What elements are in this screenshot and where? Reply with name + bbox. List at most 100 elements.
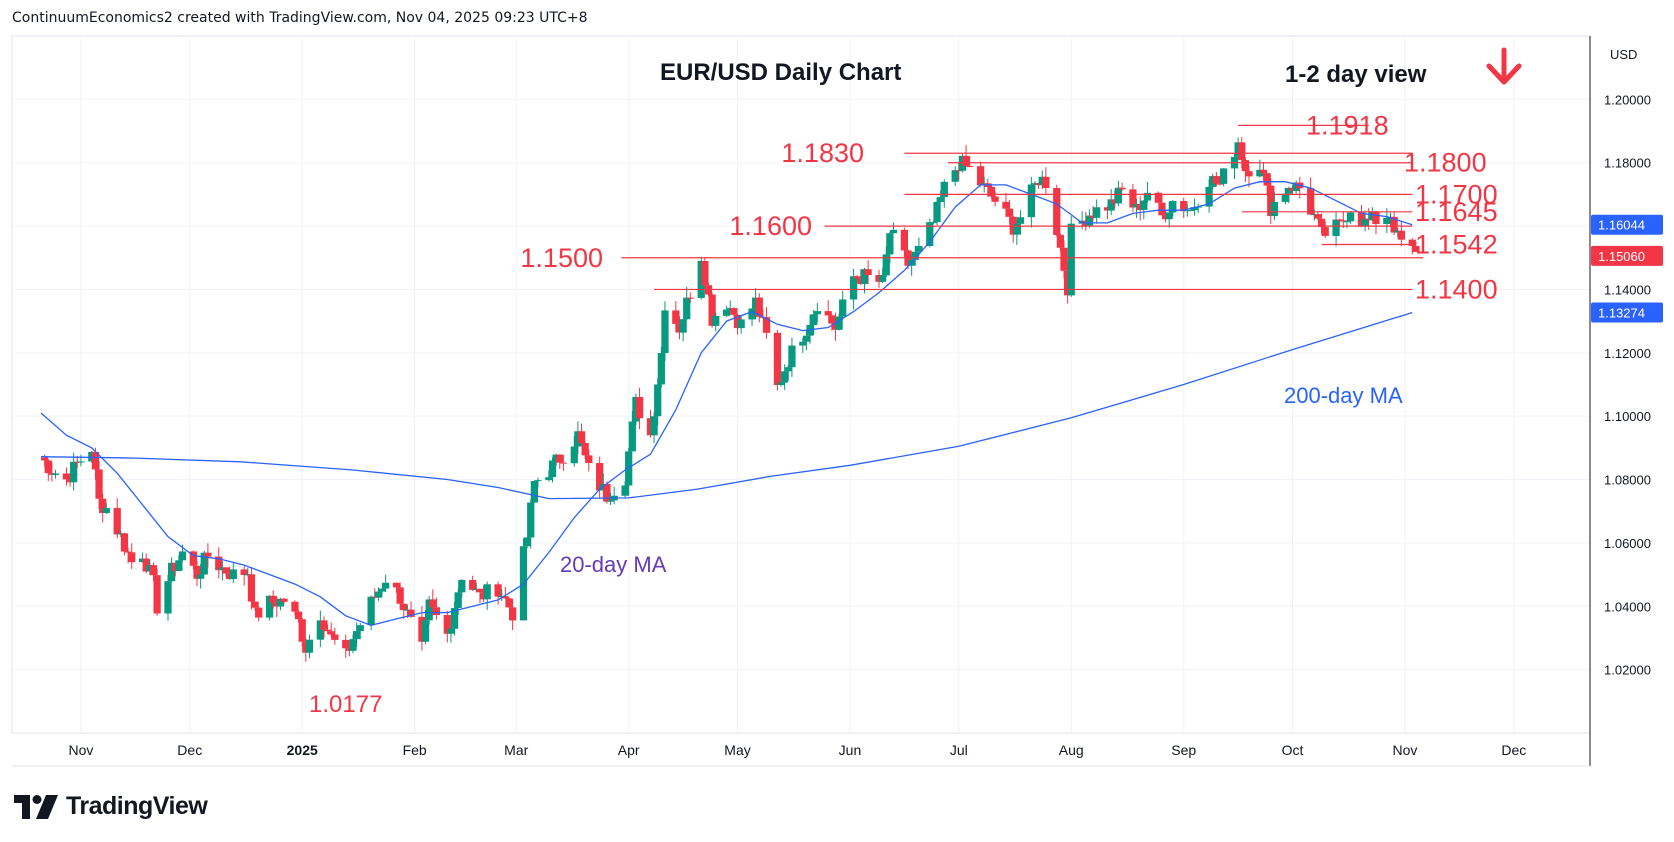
candlestick-series bbox=[41, 137, 1420, 662]
candle-body bbox=[95, 469, 103, 499]
candle-body bbox=[1270, 201, 1279, 217]
candle-body bbox=[849, 276, 858, 300]
candle-body bbox=[1307, 188, 1315, 215]
y-tick-label: 1.02000 bbox=[1604, 663, 1651, 678]
x-tick-label: Jul bbox=[950, 742, 968, 758]
level-label: 1.1700 bbox=[1415, 179, 1498, 209]
candle-body bbox=[661, 310, 669, 354]
candle-body bbox=[167, 562, 176, 582]
candle-body bbox=[276, 598, 285, 607]
x-tick-label: Apr bbox=[618, 742, 640, 758]
candle-body bbox=[447, 628, 455, 634]
y-tick-label: 1.12000 bbox=[1604, 346, 1651, 361]
candle-body bbox=[824, 311, 832, 316]
candle-body bbox=[878, 275, 887, 282]
y-tick-label: 1.04000 bbox=[1604, 599, 1651, 614]
candle-body bbox=[1143, 192, 1152, 201]
candle-body bbox=[813, 311, 821, 315]
x-tick-label: Feb bbox=[403, 742, 427, 758]
candle-body bbox=[392, 582, 401, 588]
candle-body bbox=[1365, 218, 1373, 221]
candle-body bbox=[251, 601, 259, 608]
candle-body bbox=[320, 620, 328, 630]
candle-body bbox=[1031, 183, 1039, 185]
candle-body bbox=[672, 310, 680, 324]
candle-body bbox=[1259, 169, 1268, 174]
candle-body bbox=[479, 592, 488, 600]
candle-body bbox=[1067, 223, 1075, 296]
price-badges: 1.16044 1.15060 1.13274 bbox=[1591, 214, 1663, 323]
candle-body bbox=[788, 345, 796, 368]
candle-body bbox=[748, 308, 756, 320]
candle-body bbox=[483, 584, 491, 600]
candle-body bbox=[113, 508, 121, 535]
level-label: 1.1600 bbox=[729, 211, 812, 241]
low-annotation: 1.0177 bbox=[309, 691, 382, 718]
candle-body bbox=[429, 599, 437, 608]
candle-body bbox=[712, 315, 720, 326]
candle-body bbox=[352, 631, 361, 640]
candle-body bbox=[255, 607, 263, 618]
candle-body bbox=[331, 634, 339, 640]
candle-body bbox=[697, 260, 705, 298]
candle-body bbox=[1267, 185, 1275, 217]
candle-body bbox=[1002, 201, 1010, 209]
candle-body bbox=[911, 251, 919, 260]
candle-body bbox=[730, 308, 738, 315]
x-tick-label: Dec bbox=[1501, 742, 1526, 758]
candle-body bbox=[149, 565, 158, 576]
candle-body bbox=[146, 565, 154, 572]
level-label: 1.1645 bbox=[1415, 197, 1498, 227]
candle-body bbox=[585, 455, 593, 464]
ma20-line bbox=[40, 181, 1413, 626]
candle-body bbox=[1013, 223, 1021, 235]
candle-body bbox=[1114, 187, 1123, 204]
candle-body bbox=[501, 596, 509, 599]
candle-body bbox=[810, 314, 818, 325]
candle-body bbox=[962, 155, 970, 166]
candle-body bbox=[403, 609, 412, 611]
candle-body bbox=[498, 596, 506, 598]
candle-body bbox=[44, 460, 52, 474]
tradingview-logo[interactable]: TradingView bbox=[14, 792, 208, 821]
candle-body bbox=[1027, 184, 1035, 218]
down-arrow-icon bbox=[1486, 47, 1522, 85]
ma200-label: 200-day MA bbox=[1284, 383, 1403, 408]
candle-body bbox=[951, 170, 959, 182]
candle-body bbox=[1383, 217, 1391, 225]
candle-body bbox=[889, 229, 898, 234]
x-tick-label: May bbox=[724, 742, 750, 758]
level-label: 1.1542 bbox=[1415, 229, 1498, 259]
price-badge bbox=[1591, 302, 1663, 323]
candle-body bbox=[1314, 214, 1322, 219]
candle-body bbox=[432, 607, 441, 616]
candle-body bbox=[240, 569, 248, 576]
candle-body bbox=[269, 595, 277, 603]
candle-body bbox=[505, 598, 513, 608]
candle-body bbox=[886, 233, 894, 255]
y-tick-label: 1.06000 bbox=[1604, 536, 1651, 551]
x-tick-label: 2025 bbox=[287, 742, 318, 758]
candle-body bbox=[62, 473, 71, 480]
candle-body bbox=[400, 603, 408, 611]
candle-body bbox=[828, 315, 836, 324]
candle-body bbox=[142, 558, 150, 572]
candle-body bbox=[603, 484, 611, 502]
chart-subtitle: 1-2 day view bbox=[1285, 61, 1427, 88]
candle-body bbox=[124, 551, 132, 553]
candle-body bbox=[1281, 193, 1289, 202]
candle-body bbox=[781, 371, 789, 383]
candle-body bbox=[1042, 176, 1050, 189]
x-tick-label: Sep bbox=[1171, 742, 1196, 758]
candle-body bbox=[860, 269, 869, 284]
candle-body bbox=[1060, 247, 1068, 271]
candle-body bbox=[1056, 234, 1064, 248]
candle-body bbox=[469, 580, 477, 590]
candle-body bbox=[421, 620, 430, 642]
candle-body bbox=[229, 569, 237, 580]
candle-body bbox=[175, 560, 183, 571]
candle-body bbox=[244, 574, 252, 576]
candle-body bbox=[784, 367, 792, 372]
candle-body bbox=[835, 316, 843, 330]
